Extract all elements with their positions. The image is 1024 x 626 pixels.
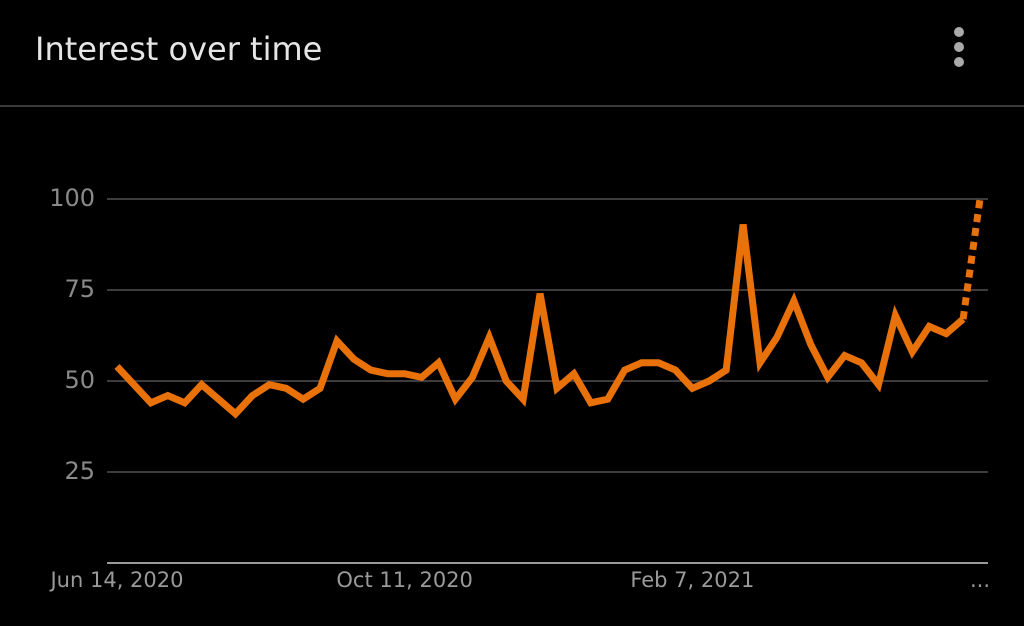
data-line <box>114 224 966 419</box>
partial-data-line <box>959 198 984 320</box>
y-tick-label: 25 <box>64 457 95 485</box>
chart-title: Interest over time <box>35 30 322 68</box>
menu-dot <box>954 27 964 37</box>
menu-button[interactable] <box>954 27 964 67</box>
y-tick-label: 50 <box>64 366 95 394</box>
menu-dot <box>954 42 964 52</box>
menu-dot <box>954 57 964 67</box>
y-tick-label: 75 <box>64 275 95 303</box>
x-tick-label: Jun 14, 2020 <box>48 568 183 592</box>
x-tick-label: Feb 7, 2021 <box>630 568 754 592</box>
y-tick-label: 100 <box>49 184 95 212</box>
x-tick-label: Oct 11, 2020 <box>336 568 473 592</box>
x-tick-label: ... <box>970 568 990 592</box>
